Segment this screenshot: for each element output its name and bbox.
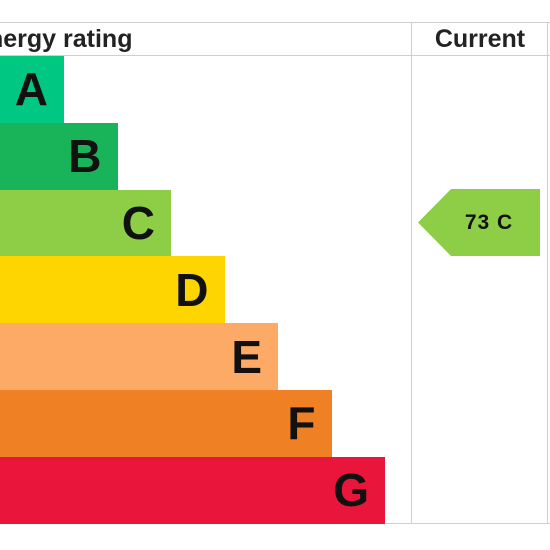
energy-rating-header: nergy rating	[0, 25, 133, 53]
rating-band-letter: F	[287, 397, 316, 450]
current-rating-arrow	[418, 189, 540, 256]
current-rating-arrow-shape	[418, 189, 540, 256]
rating-band-g: G	[0, 456, 385, 524]
rating-band-f: F	[0, 390, 332, 457]
header-divider	[0, 55, 550, 56]
rating-band-b: B	[0, 122, 118, 190]
right-border	[547, 22, 548, 524]
rating-band-d: D	[0, 256, 225, 324]
top-border	[0, 22, 550, 23]
rating-band-a: A	[0, 56, 64, 123]
column-divider	[411, 22, 412, 524]
rating-band-e: E	[0, 323, 278, 390]
current-header: Current	[434, 25, 526, 53]
rating-band-letter: A	[14, 63, 48, 116]
rating-band-letter: G	[333, 464, 369, 517]
rating-band-c: C	[0, 189, 171, 257]
rating-band-letter: C	[121, 196, 155, 249]
rating-band-letter: D	[175, 263, 209, 316]
rating-band-letter: E	[231, 330, 262, 383]
current-rating-label: 73 C	[464, 210, 514, 234]
rating-band-letter: B	[68, 130, 102, 183]
